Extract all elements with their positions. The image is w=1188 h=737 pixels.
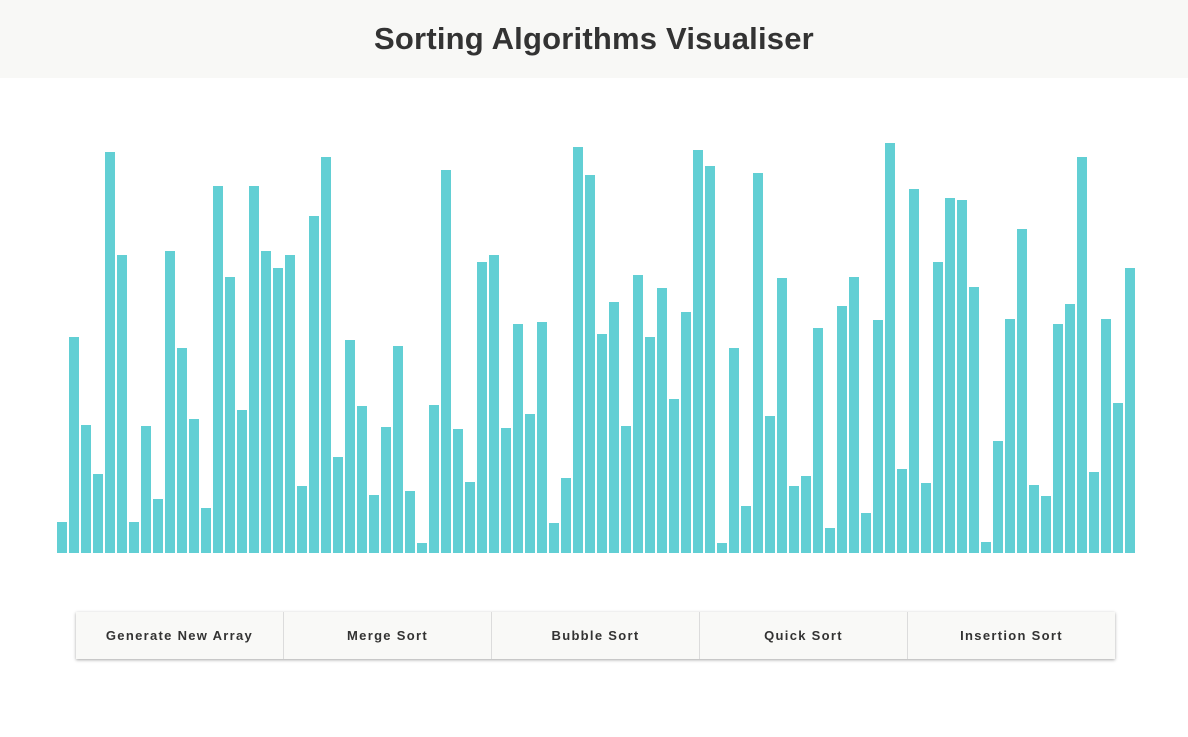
array-bar — [477, 262, 487, 553]
array-bar — [501, 428, 511, 553]
array-bar — [801, 476, 811, 553]
array-bar — [813, 328, 823, 553]
array-bar — [573, 147, 583, 553]
array-bar — [897, 469, 907, 553]
array-bar — [993, 441, 1003, 553]
array-bar — [165, 251, 175, 553]
array-bar — [753, 173, 763, 553]
array-bar — [705, 166, 715, 553]
array-bar — [681, 312, 691, 553]
array-bar — [177, 348, 187, 553]
array-bar — [285, 255, 295, 553]
array-bar — [57, 522, 67, 553]
array-bar — [1101, 319, 1111, 553]
insertion-sort-button[interactable]: Insertion Sort — [908, 612, 1115, 659]
array-bar — [1065, 304, 1075, 553]
array-bar — [117, 255, 127, 553]
array-bar — [513, 324, 523, 553]
array-bar — [249, 186, 259, 553]
array-bar — [633, 275, 643, 553]
array-bar — [429, 405, 439, 553]
array-bar — [909, 189, 919, 553]
array-bar — [861, 513, 871, 553]
array-bar — [873, 320, 883, 553]
array-bar — [69, 337, 79, 553]
array-bar — [609, 302, 619, 553]
array-bar — [765, 416, 775, 553]
array-bar — [153, 499, 163, 553]
array-bar — [213, 186, 223, 553]
array-bar — [417, 543, 427, 553]
array-bar — [201, 508, 211, 553]
array-bar — [561, 478, 571, 553]
array-bar — [105, 152, 115, 553]
array-bar — [465, 482, 475, 553]
array-bar — [693, 150, 703, 553]
array-bar — [657, 288, 667, 553]
array-bar — [717, 543, 727, 553]
array-bar — [621, 426, 631, 553]
array-bar — [453, 429, 463, 553]
array-bar — [1089, 472, 1099, 553]
array-bar — [1029, 485, 1039, 553]
array-bar — [369, 495, 379, 553]
array-bar — [405, 491, 415, 553]
array-bar — [393, 346, 403, 553]
array-bar — [1005, 319, 1015, 553]
quick-sort-button[interactable]: Quick Sort — [700, 612, 908, 659]
array-bar — [549, 523, 559, 553]
array-bar — [597, 334, 607, 553]
array-bar — [777, 278, 787, 553]
array-bar — [93, 474, 103, 553]
array-bar — [741, 506, 751, 553]
array-bar — [1125, 268, 1135, 553]
array-bar — [261, 251, 271, 553]
array-bar — [357, 406, 367, 553]
array-bar — [669, 399, 679, 553]
array-bar — [381, 427, 391, 553]
array-bar — [273, 268, 283, 553]
merge-sort-button[interactable]: Merge Sort — [284, 612, 492, 659]
array-bar — [129, 522, 139, 553]
array-bar — [1053, 324, 1063, 553]
array-bar — [585, 175, 595, 553]
array-bar — [537, 322, 547, 553]
array-bar — [321, 157, 331, 553]
array-bar — [1041, 496, 1051, 553]
array-bar — [489, 255, 499, 553]
array-bar — [225, 277, 235, 553]
bubble-sort-button[interactable]: Bubble Sort — [492, 612, 700, 659]
array-bar — [957, 200, 967, 553]
array-bar — [345, 340, 355, 553]
array-bar — [981, 542, 991, 553]
array-bar — [825, 528, 835, 553]
array-bars — [56, 100, 1138, 553]
array-bar — [297, 486, 307, 553]
array-bar — [1077, 157, 1087, 553]
array-bar — [333, 457, 343, 553]
array-bar — [789, 486, 799, 553]
array-bar — [1017, 229, 1027, 553]
array-bar — [729, 348, 739, 553]
array-bar — [237, 410, 247, 553]
array-bar — [1113, 403, 1123, 553]
array-bar — [969, 287, 979, 553]
control-bar: Generate New Array Merge Sort Bubble Sor… — [76, 612, 1115, 659]
array-bar — [849, 277, 859, 553]
array-bar — [309, 216, 319, 553]
array-bar — [525, 414, 535, 553]
array-bar — [645, 337, 655, 553]
array-bar — [837, 306, 847, 553]
array-bar — [945, 198, 955, 553]
generate-new-array-button[interactable]: Generate New Array — [76, 612, 284, 659]
page-title: Sorting Algorithms Visualiser — [374, 21, 814, 56]
array-bar — [921, 483, 931, 553]
array-bar — [441, 170, 451, 553]
array-bar — [81, 425, 91, 553]
array-bar — [885, 143, 895, 553]
array-bar — [933, 262, 943, 553]
array-bar — [141, 426, 151, 553]
header-bar: Sorting Algorithms Visualiser — [0, 0, 1188, 78]
array-bar — [189, 419, 199, 553]
